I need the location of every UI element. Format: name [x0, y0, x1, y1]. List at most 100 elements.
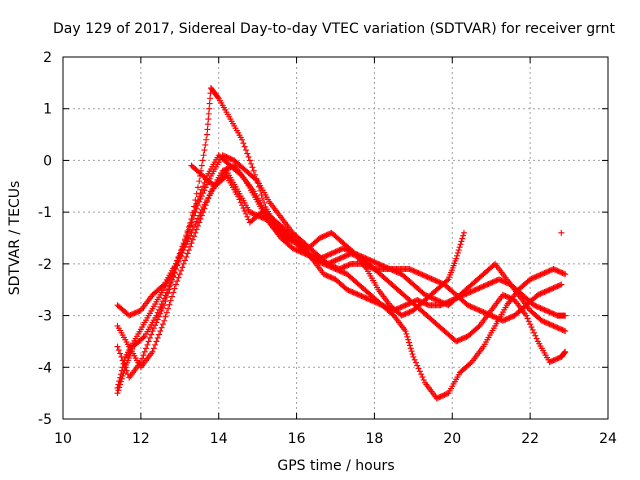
- data-point: [433, 297, 440, 304]
- data-point: [140, 352, 147, 359]
- data-point: [541, 289, 548, 296]
- data-point: [459, 335, 466, 342]
- data-point: [228, 163, 235, 170]
- data-point: [328, 274, 335, 281]
- data-point: [475, 324, 482, 331]
- data-point: [473, 306, 480, 313]
- data-point: [184, 238, 191, 245]
- data-point: [493, 314, 500, 321]
- data-point: [249, 210, 256, 217]
- data-point: [383, 264, 390, 271]
- data-point: [322, 253, 329, 260]
- data-point: [542, 319, 549, 326]
- data-point: [191, 212, 198, 219]
- data-point: [253, 176, 260, 183]
- data-point: [322, 232, 329, 239]
- data-point: [331, 257, 338, 264]
- data-point: [191, 224, 198, 231]
- data-point: [429, 276, 436, 283]
- data-point: [327, 262, 334, 269]
- data-point: [336, 266, 343, 273]
- axis-ticks: [62, 56, 609, 420]
- data-point: [458, 336, 465, 343]
- data-point: [157, 328, 164, 335]
- data-point: [353, 290, 360, 297]
- data-point: [435, 297, 442, 304]
- data-point: [554, 355, 561, 362]
- data-point: [540, 306, 547, 313]
- data-point: [468, 303, 475, 310]
- data-point: [499, 317, 506, 324]
- data-point: [194, 215, 201, 222]
- data-point: [154, 309, 161, 316]
- series-track-f: [188, 162, 467, 319]
- data-point: [486, 280, 493, 287]
- data-point: [346, 261, 353, 268]
- series-track-a: [114, 85, 569, 319]
- data-point: [207, 95, 214, 102]
- data-point: [281, 235, 288, 241]
- data-point: [294, 240, 301, 247]
- data-point: [384, 264, 391, 271]
- data-point: [324, 260, 331, 267]
- data-point: [536, 304, 543, 311]
- data-point: [480, 283, 487, 290]
- data-point: [418, 371, 425, 378]
- data-point: [196, 178, 203, 185]
- data-point: [358, 293, 365, 300]
- data-point: [235, 193, 242, 200]
- data-point: [545, 287, 552, 294]
- data-point: [460, 229, 467, 236]
- data-point: [127, 311, 134, 318]
- data-point: [558, 326, 565, 333]
- data-point: [222, 153, 229, 160]
- data-point: [459, 235, 466, 242]
- data-point: [402, 310, 409, 317]
- data-point: [162, 313, 169, 320]
- data-point: [455, 247, 462, 254]
- data-point: [464, 302, 471, 309]
- data-point: [418, 271, 425, 278]
- data-point: [496, 316, 502, 323]
- data-point: [316, 255, 323, 262]
- x-tick-label: 18: [366, 431, 384, 447]
- data-point: [560, 270, 567, 277]
- data-point: [494, 315, 501, 322]
- data-point: [541, 306, 548, 313]
- data-point: [432, 277, 439, 284]
- data-point: [532, 302, 539, 309]
- x-axis-label: GPS time / hours: [277, 458, 394, 474]
- data-point: [394, 269, 401, 276]
- y-axis-label: SDTVAR / TECUs: [7, 181, 23, 296]
- data-point: [345, 262, 352, 269]
- data-point: [414, 297, 421, 304]
- data-point: [359, 253, 366, 260]
- data-point: [174, 278, 181, 285]
- data-point: [411, 356, 418, 363]
- data-point: [159, 298, 166, 305]
- data-point: [240, 140, 247, 147]
- data-point: [403, 310, 410, 317]
- data-point: [318, 255, 325, 262]
- data-point: [546, 286, 553, 293]
- data-point: [555, 325, 562, 332]
- data-point: [407, 308, 414, 315]
- y-tick-label: -3: [38, 309, 52, 325]
- data-point: [246, 157, 253, 164]
- data-point: [477, 284, 484, 291]
- data-point: [467, 289, 474, 296]
- data-point: [374, 260, 381, 267]
- data-point: [200, 183, 207, 190]
- data-point: [296, 241, 303, 248]
- data-point: [490, 313, 497, 320]
- data-point: [169, 276, 175, 283]
- data-point: [497, 316, 504, 323]
- data-point: [380, 263, 387, 270]
- data-point: [556, 325, 563, 332]
- data-point: [327, 230, 334, 237]
- data-point: [435, 278, 442, 285]
- data-point: [545, 320, 552, 327]
- data-point: [145, 338, 152, 345]
- data-point: [553, 283, 560, 290]
